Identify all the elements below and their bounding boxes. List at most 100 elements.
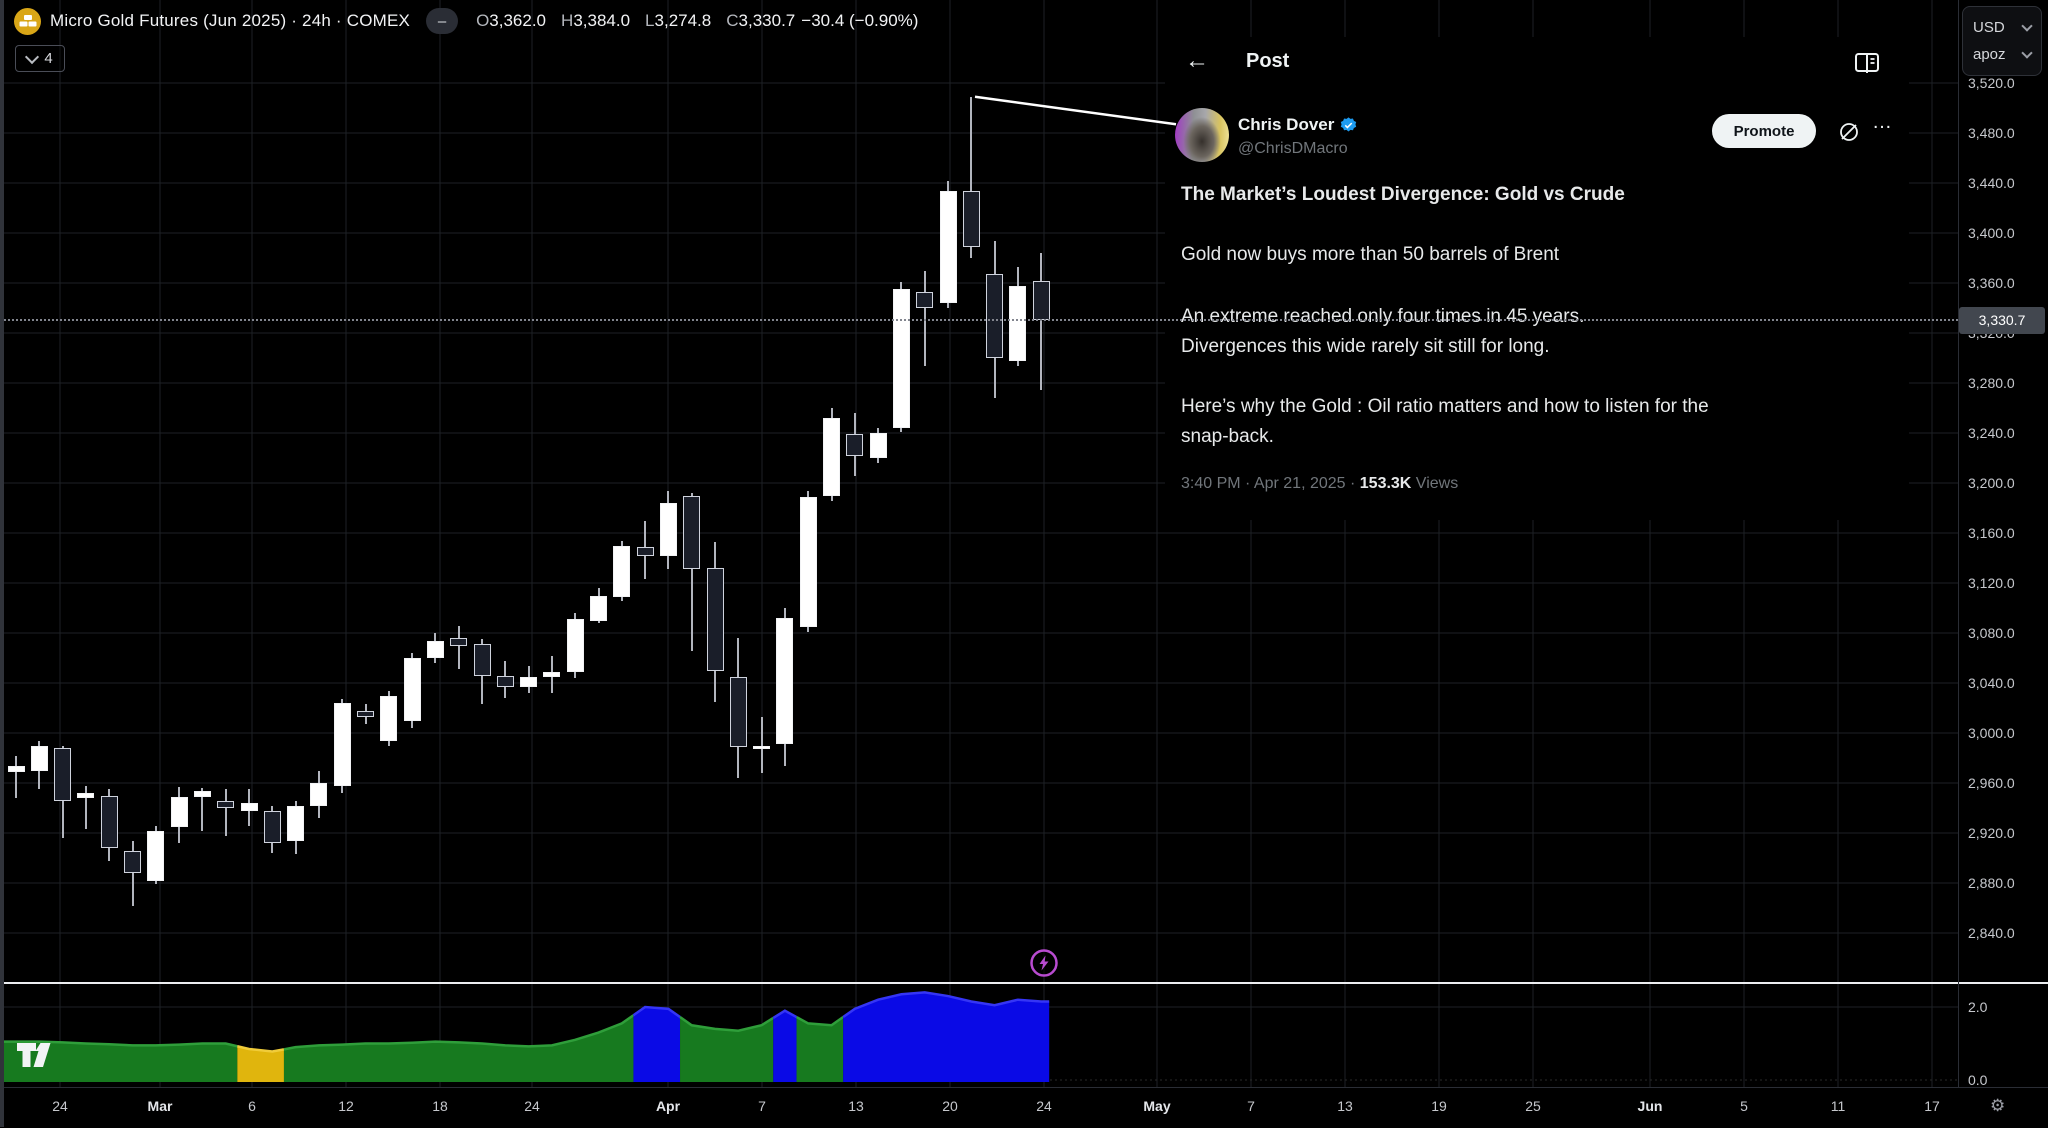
time-axis-label: Jun	[1637, 1098, 1663, 1114]
candle-wick	[457, 625, 460, 670]
time-axis-label: 24	[524, 1098, 540, 1114]
price-axis-label: 3,040.0	[1968, 675, 2015, 691]
candle-body	[54, 748, 72, 801]
chevron-down-icon	[2021, 46, 2033, 59]
candle-body	[986, 274, 1004, 358]
price-axis-label: 3,400.0	[1968, 225, 2015, 241]
tradingview-logo[interactable]	[16, 1041, 52, 1074]
indicator-top-edge	[632, 1005, 681, 1019]
price-axis-label: 3,280.0	[1968, 375, 2015, 391]
candle-body	[799, 496, 817, 627]
candle-body	[636, 546, 654, 556]
indicator-area-segment	[237, 1046, 284, 1082]
indicator-area-segment	[773, 1010, 797, 1082]
gold-symbol-icon[interactable]	[14, 7, 41, 35]
avatar[interactable]	[1175, 108, 1229, 162]
candle-body	[869, 433, 887, 458]
candle-body	[473, 644, 491, 676]
candle-body	[7, 765, 25, 772]
candle-wick	[15, 755, 17, 798]
views-count: 153.3K	[1359, 475, 1412, 492]
back-arrow-icon[interactable]: ←	[1185, 47, 1209, 74]
candle-body	[543, 671, 561, 677]
time-axis-label: 24	[52, 1098, 68, 1114]
symbol-title[interactable]: Micro Gold Futures (Jun 2025) · 24h · CO…	[50, 11, 411, 30]
post-timestamp: 3:40 PM · Apr 21, 2025 · 153.3K Views	[1181, 475, 1459, 492]
grok-icon[interactable]	[1838, 121, 1860, 148]
legend-collapse-pill[interactable]: –	[426, 8, 459, 34]
indicator-top-edge	[4, 1040, 238, 1048]
unit-dropdown[interactable]: apoz	[1963, 46, 2041, 63]
indicator-top-edge	[679, 1016, 774, 1032]
indicator-area-segment	[796, 1017, 844, 1082]
reader-mode-icon[interactable]	[1854, 51, 1880, 80]
candle-body	[450, 638, 468, 646]
time-axis-label: 7	[1247, 1098, 1255, 1114]
ohlc-values: O3,362.0 H3,384.0 L3,274.8 C3,330.7	[476, 11, 795, 31]
candle-body	[170, 796, 188, 827]
author-handle: @ChrisDMacro	[1238, 140, 1348, 157]
price-axis-border	[1958, 0, 1959, 1127]
candle-body	[30, 745, 48, 771]
verified-badge-icon	[1341, 116, 1357, 131]
currency-dropdown[interactable]: USD	[1963, 19, 2041, 36]
candle-body	[1032, 280, 1050, 320]
time-axis-label: Mar	[147, 1098, 173, 1114]
indicator-area-segment	[4, 1041, 238, 1082]
legend-count-label: 4	[44, 50, 53, 67]
candle-body	[753, 745, 771, 749]
time-axis-label: 25	[1525, 1098, 1541, 1114]
legend-count-button[interactable]: 4	[15, 45, 65, 72]
chart-legend-header: Micro Gold Futures (Jun 2025) · 24h · CO…	[14, 6, 918, 36]
ohlc-segment: C3,330.7	[726, 11, 796, 30]
promote-button[interactable]: Promote	[1712, 114, 1816, 148]
candle-wick	[690, 493, 693, 651]
candle-body	[962, 190, 980, 247]
candle-wick	[1040, 253, 1043, 390]
ohlc-segment: L3,274.8	[645, 11, 712, 30]
currency-unit-selector: USD apoz	[1962, 6, 2042, 76]
candle-body	[590, 595, 607, 621]
axis-settings-gear-icon[interactable]: ⚙	[1990, 1096, 2006, 1115]
candle-body	[613, 545, 631, 597]
time-axis-label: 5	[1740, 1098, 1748, 1114]
more-options-icon[interactable]: …	[1872, 111, 1893, 133]
pane-divider[interactable]	[0, 982, 2048, 984]
time-axis-label: 24	[1036, 1098, 1052, 1114]
time-axis-label: 20	[942, 1098, 958, 1114]
x-post-panel: ← Post Chris Dover @ChrisDMacro Promote …	[1165, 37, 1909, 520]
author-name[interactable]: Chris Dover	[1238, 115, 1358, 135]
candle-body	[823, 418, 840, 496]
candle-body	[193, 790, 211, 797]
candle-wick	[224, 789, 227, 836]
time-axis-label: 6	[248, 1098, 256, 1114]
post-text-title: The Market’s Loudest Divergence: Gold vs…	[1181, 184, 1625, 205]
indicator-top-edge	[283, 1014, 635, 1051]
price-axis-label: 3,160.0	[1968, 525, 2015, 541]
ohlc-segment: H3,384.0	[561, 11, 631, 30]
candle-wick	[84, 785, 87, 830]
price-axis[interactable]: 3,520.03,480.03,440.03,400.03,360.03,320…	[1958, 0, 2048, 1088]
left-edge-divider[interactable]	[0, 0, 4, 1127]
candle-body	[939, 190, 957, 303]
lightning-icon[interactable]	[1029, 948, 1059, 978]
time-axis[interactable]: ⚙ 24 Mar 6 12 18 24 Apr 7 13 20 24 May 7 13 19 25 Jun 5 11…	[0, 1087, 2048, 1128]
candle-wick	[201, 788, 204, 831]
candle-body	[566, 619, 584, 672]
price-axis-label: 3,120.0	[1968, 575, 2015, 591]
price-axis-label: 3,240.0	[1968, 425, 2015, 441]
price-axis-label: 2,920.0	[1968, 825, 2015, 841]
indicator-axis-label: 2.0	[1968, 999, 1988, 1015]
time-axis-label: 12	[338, 1098, 354, 1114]
indicator-area-segment	[843, 992, 1050, 1082]
indicator-top-edge	[795, 1015, 844, 1027]
time-axis-label: 18	[432, 1098, 448, 1114]
candle-body	[403, 658, 421, 721]
indicator-top-edge	[842, 991, 1050, 1019]
candle-wick	[131, 840, 134, 906]
price-axis-label: 3,080.0	[1968, 625, 2015, 641]
price-axis-label: 2,880.0	[1968, 875, 2015, 891]
time-axis-label: 13	[1337, 1098, 1353, 1114]
candle-body	[240, 803, 258, 811]
